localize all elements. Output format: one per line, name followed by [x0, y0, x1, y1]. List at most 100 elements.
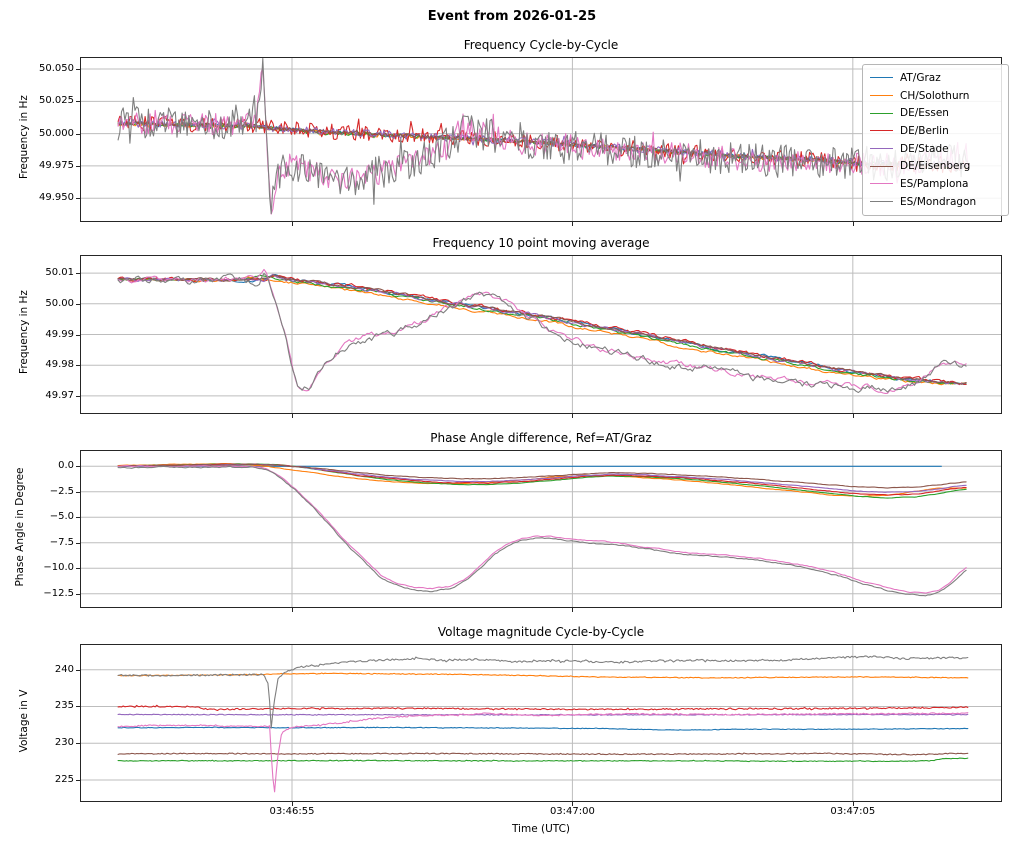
- subplot4-title: Voltage magnitude Cycle-by-Cycle: [437, 625, 645, 639]
- legend-label: DE/Stade: [900, 142, 949, 155]
- legend-line-swatch: [870, 77, 893, 79]
- series-DE-Berlin: [117, 704, 969, 712]
- series-DE-Eisenberg: [117, 752, 969, 756]
- y-tick-label: 50.050: [39, 63, 74, 75]
- x-tick-mark: [572, 414, 574, 418]
- y-tick-label: 50.000: [39, 127, 74, 139]
- legend-line-swatch: [870, 112, 893, 114]
- axes-phase-angle: [80, 450, 1002, 608]
- axes-frame: [80, 644, 1002, 802]
- legend-line-swatch: [870, 130, 893, 132]
- series-ES-Mondragon: [117, 57, 969, 215]
- y-tick-mark: [76, 517, 80, 519]
- y-tick-mark: [76, 303, 80, 305]
- x-tick-mark: [852, 222, 854, 226]
- legend-line-swatch: [870, 148, 893, 150]
- series-DE-Eisenberg: [117, 274, 967, 385]
- legend-label: DE/Essen: [900, 107, 949, 120]
- series-ES-Mondragon: [117, 655, 969, 729]
- y-tick-mark: [76, 779, 80, 781]
- y-tick-mark: [76, 273, 80, 275]
- legend-line-swatch: [870, 201, 893, 203]
- x-tick-mark: [291, 414, 293, 418]
- y-tick-label: 230: [54, 737, 74, 749]
- legend-item: CH/Solothurn: [870, 87, 1002, 105]
- legend-item: DE/Berlin: [870, 122, 1002, 140]
- series-DE-Berlin: [117, 463, 967, 496]
- legend-label: AT/Graz: [900, 71, 941, 84]
- series-DE-Essen: [117, 463, 967, 499]
- y-tick-label: 50.00: [45, 297, 74, 309]
- legend-label: DE/Eisenberg: [900, 160, 971, 173]
- y-tick-mark: [76, 593, 80, 595]
- y-tick-mark: [76, 669, 80, 671]
- y-tick-label: 50.025: [39, 95, 74, 107]
- subplot1-title: Frequency Cycle-by-Cycle: [463, 38, 619, 52]
- y-tick-label: −7.5: [49, 536, 74, 548]
- series-ES-Pamplona: [117, 268, 967, 394]
- legend-item: AT/Graz: [870, 69, 1002, 87]
- legend-item: ES/Mondragon: [870, 193, 1002, 211]
- y-tick-label: 235: [54, 700, 74, 712]
- y-tick-mark: [76, 365, 80, 367]
- y-tick-mark: [76, 466, 80, 468]
- y-tick-label: 49.97: [45, 389, 74, 401]
- y-tick-label: 49.98: [45, 359, 74, 371]
- legend-label: CH/Solothurn: [900, 89, 970, 102]
- series-ES-Pamplona: [117, 712, 969, 793]
- legend-line-swatch: [870, 95, 893, 97]
- y-tick-mark: [76, 706, 80, 708]
- series-ES-Mondragon: [117, 273, 967, 394]
- y-tick-mark: [76, 491, 80, 493]
- series-ES-Pamplona: [117, 465, 967, 594]
- x-tick-label: 03:46:55: [269, 806, 315, 817]
- y-tick-label: −2.5: [49, 485, 74, 497]
- legend-item: DE/Eisenberg: [870, 157, 1002, 175]
- y-tick-label: 49.950: [39, 192, 74, 204]
- x-tick-label: 03:47:00: [549, 806, 595, 817]
- x-tick-label: 03:47:05: [830, 806, 876, 817]
- series-DE-Stade: [117, 273, 967, 385]
- y-tick-mark: [76, 334, 80, 336]
- y-tick-label: 225: [54, 773, 74, 785]
- x-tick-mark: [291, 802, 293, 806]
- y-tick-label: 49.99: [45, 328, 74, 340]
- subplot2-title: Frequency 10 point moving average: [432, 236, 650, 250]
- series-DE-Essen: [117, 757, 969, 763]
- y-tick-label: 240: [54, 663, 74, 675]
- y-tick-label: 49.975: [39, 159, 74, 171]
- x-tick-mark: [291, 608, 293, 612]
- y-tick-mark: [76, 133, 80, 135]
- legend-line-swatch: [870, 183, 893, 185]
- x-tick-mark: [852, 414, 854, 418]
- y-tick-label: 50.01: [45, 267, 74, 279]
- y-tick-label: −5.0: [49, 511, 74, 523]
- x-axis-label: Time (UTC): [511, 823, 571, 835]
- figure-suptitle: Event from 2026-01-25: [427, 9, 597, 24]
- axes-voltage: [80, 644, 1002, 802]
- legend-label: ES/Mondragon: [900, 195, 977, 208]
- y-tick-mark: [76, 568, 80, 570]
- legend-line-swatch: [870, 165, 893, 167]
- legend-item: ES/Pamplona: [870, 175, 1002, 193]
- y-tick-mark: [76, 198, 80, 200]
- subplot3-title: Phase Angle difference, Ref=AT/Graz: [430, 431, 652, 445]
- legend: AT/Graz CH/Solothurn DE/Essen DE/Berlin DE/S…: [862, 64, 1009, 216]
- y-tick-label: 0.0: [58, 460, 74, 472]
- series-DE-Stade: [117, 463, 967, 493]
- axes-frame: [80, 255, 1002, 414]
- x-tick-mark: [291, 222, 293, 226]
- y-tick-mark: [76, 542, 80, 544]
- legend-item: DE/Stade: [870, 140, 1002, 158]
- legend-label: DE/Berlin: [900, 124, 949, 137]
- y-tick-label: −10.0: [43, 562, 74, 574]
- y-tick-mark: [76, 165, 80, 167]
- y-tick-mark: [76, 395, 80, 397]
- x-tick-mark: [572, 802, 574, 806]
- x-tick-mark: [572, 608, 574, 612]
- y-tick-mark: [76, 743, 80, 745]
- series-ES-Mondragon: [117, 465, 967, 597]
- y-tick-mark: [76, 69, 80, 71]
- series-DE-Stade: [117, 713, 969, 716]
